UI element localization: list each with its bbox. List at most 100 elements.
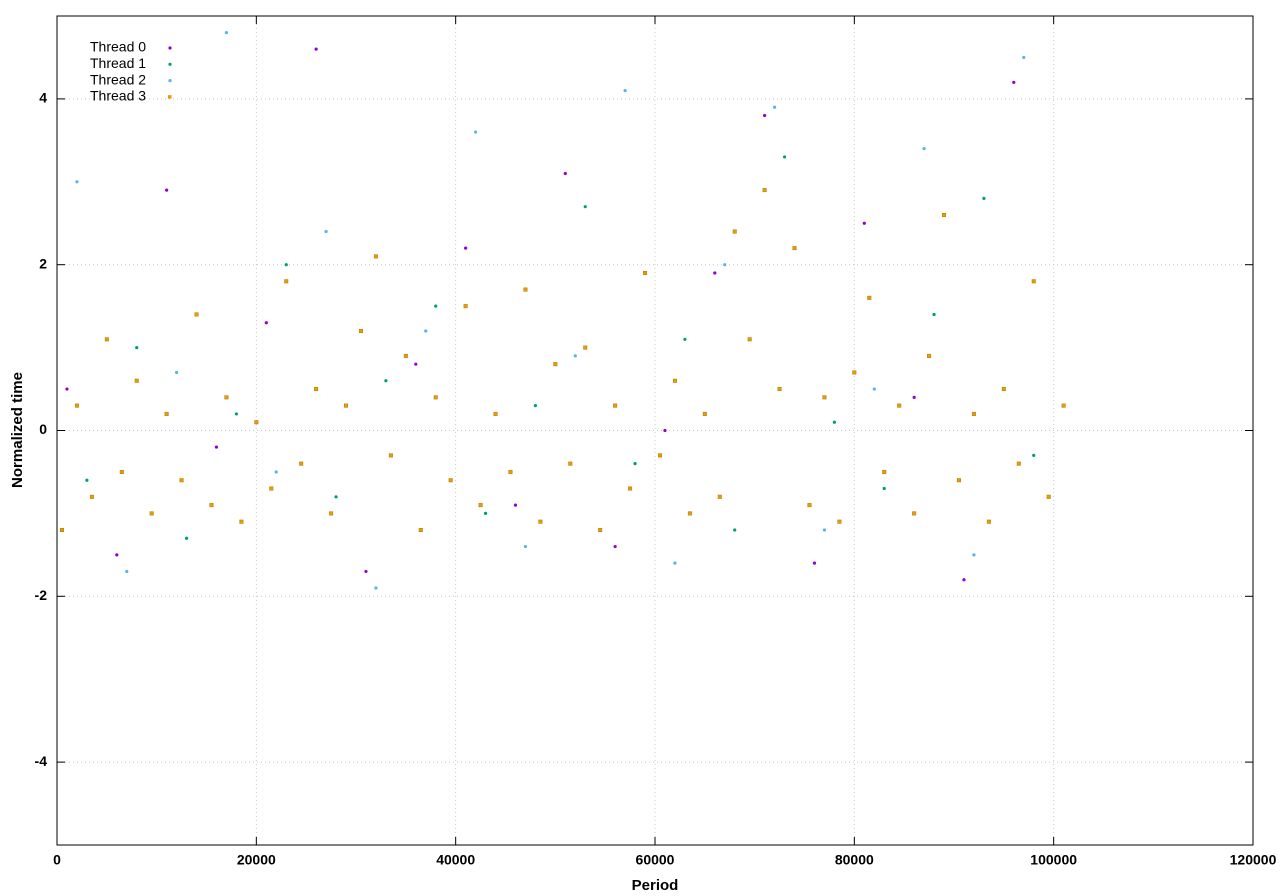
point [175,370,179,375]
point [643,270,648,275]
point [373,254,378,259]
point [717,494,722,499]
point [657,453,662,458]
point [1012,80,1016,84]
point [932,312,936,317]
point [403,353,408,358]
legend-label: Thread 3 [90,88,146,104]
point [972,553,976,557]
series [59,188,1066,532]
point [832,420,837,424]
point [683,337,687,341]
point [538,519,543,524]
point [837,519,842,524]
y-tick-label: 4 [39,90,47,106]
point [897,403,902,408]
legend-label: Thread 2 [90,71,146,87]
point [982,196,986,200]
point [269,486,274,491]
point [962,578,966,582]
point [773,105,777,109]
point [74,403,79,408]
point [299,461,304,466]
point [762,188,767,193]
point [104,337,109,342]
point [867,295,872,300]
x-tick-label: 40000 [436,852,475,868]
y-tick-label: 2 [39,255,47,271]
point [732,229,737,234]
point [135,346,139,350]
point [922,147,926,151]
point [284,263,288,267]
point [633,462,637,466]
series [85,155,1036,540]
point [424,329,428,333]
point [474,130,478,134]
point [274,470,278,474]
legend-label: Thread 0 [90,39,146,55]
legend-marker [168,79,172,83]
x-tick-label: 60000 [636,852,675,868]
point [1016,461,1021,466]
point [553,362,558,367]
point [384,379,388,383]
point [179,478,184,483]
x-tick-label: 20000 [237,852,276,868]
x-tick-label: 120000 [1230,852,1277,868]
point [822,395,827,400]
point [433,395,438,400]
point [782,155,787,159]
point [414,362,418,366]
point [364,569,368,574]
point [882,486,886,491]
point [334,495,338,499]
point [862,221,866,225]
point [508,469,513,474]
point [986,519,991,524]
series [65,47,1016,582]
point [448,478,453,483]
y-axis-label: Normalized time [9,372,26,488]
point [1046,494,1051,499]
point [942,212,947,217]
point [329,511,334,516]
point [573,354,577,358]
series [75,30,1026,590]
point [65,387,69,391]
point [464,246,468,250]
point [598,527,603,532]
point [463,304,468,309]
legend-marker [168,95,172,99]
point [254,420,259,425]
point [85,478,89,482]
x-tick-label: 100000 [1030,852,1077,868]
point [713,271,717,275]
point [493,411,498,416]
point [563,171,567,176]
point [214,445,219,449]
point [234,412,238,416]
y-tick-label: -4 [35,753,48,769]
point [344,403,349,408]
point [324,229,328,234]
x-tick-label: 0 [53,852,61,868]
point [672,378,677,383]
point [483,511,488,515]
point [478,503,483,508]
point [523,544,528,549]
point [927,353,932,358]
legend-label: Thread 1 [90,55,146,71]
point [792,246,797,251]
point [165,188,169,192]
point [314,47,318,51]
y-tick-label: 0 [39,421,47,437]
point [224,395,229,400]
point [956,478,961,483]
point [523,287,528,292]
point [702,411,707,416]
point [1022,55,1026,60]
point [388,453,393,458]
point [882,469,887,474]
